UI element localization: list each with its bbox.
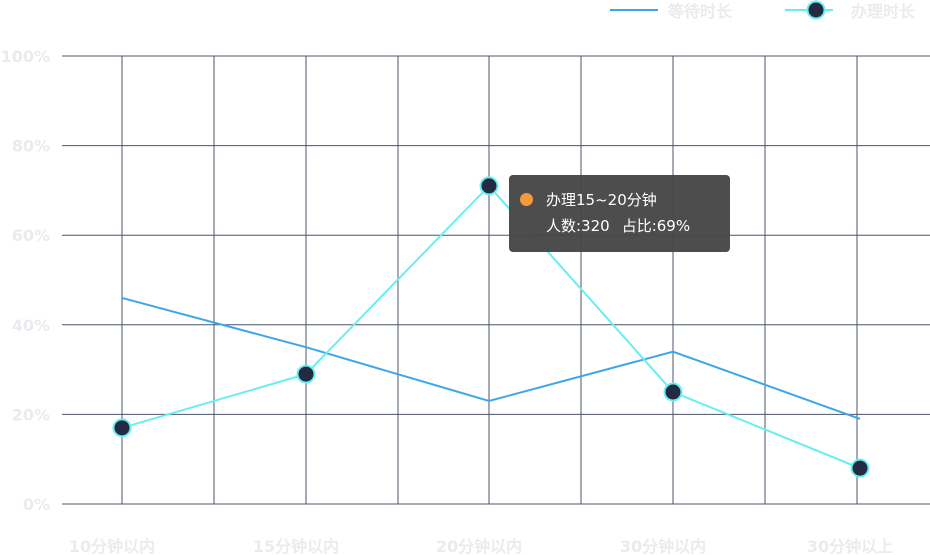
data-point-marker[interactable] — [850, 458, 870, 478]
data-point-marker[interactable] — [296, 364, 316, 384]
legend-label[interactable]: 办理时长 — [851, 2, 916, 21]
legend[interactable]: 等待时长 办理时长 — [610, 0, 916, 22]
x-tick-label: 15分钟以内 — [253, 537, 339, 555]
data-point-marker[interactable] — [112, 418, 132, 438]
tooltip-count: 人数:320 — [546, 217, 610, 235]
x-tick-label: 30分钟以内 — [620, 537, 706, 555]
tooltip: 办理15~20分钟 人数:320 占比:69% — [509, 175, 730, 252]
grid — [62, 55, 930, 505]
x-tick-label: 20分钟以内 — [436, 537, 522, 555]
x-tick-label: 30分钟以上 — [807, 537, 893, 555]
tooltip-series-dot — [520, 192, 533, 206]
legend-marker — [806, 0, 826, 20]
y-tick-label: 60% — [12, 226, 50, 245]
y-tick-label: 20% — [12, 405, 50, 424]
data-point-marker[interactable] — [479, 176, 499, 196]
y-tick-label: 80% — [12, 137, 50, 156]
x-axis: 10分钟以内 15分钟以内 20分钟以内 30分钟以内 30分钟以上 — [69, 537, 893, 555]
tooltip-title: 办理15~20分钟 — [546, 190, 657, 209]
tooltip-ratio: 占比:69% — [621, 217, 691, 235]
legend-label[interactable]: 等待时长 — [667, 2, 733, 21]
y-tick-label: 0% — [23, 495, 50, 514]
series-line-1 — [121, 296, 861, 420]
x-tick-label: 10分钟以内 — [69, 537, 155, 555]
y-axis: 0% 20% 40% 60% 80% 100% — [1, 47, 50, 514]
y-tick-label: 100% — [1, 47, 50, 66]
series-layer — [112, 176, 870, 478]
data-point-marker[interactable] — [663, 382, 683, 402]
y-tick-label: 40% — [12, 316, 50, 335]
